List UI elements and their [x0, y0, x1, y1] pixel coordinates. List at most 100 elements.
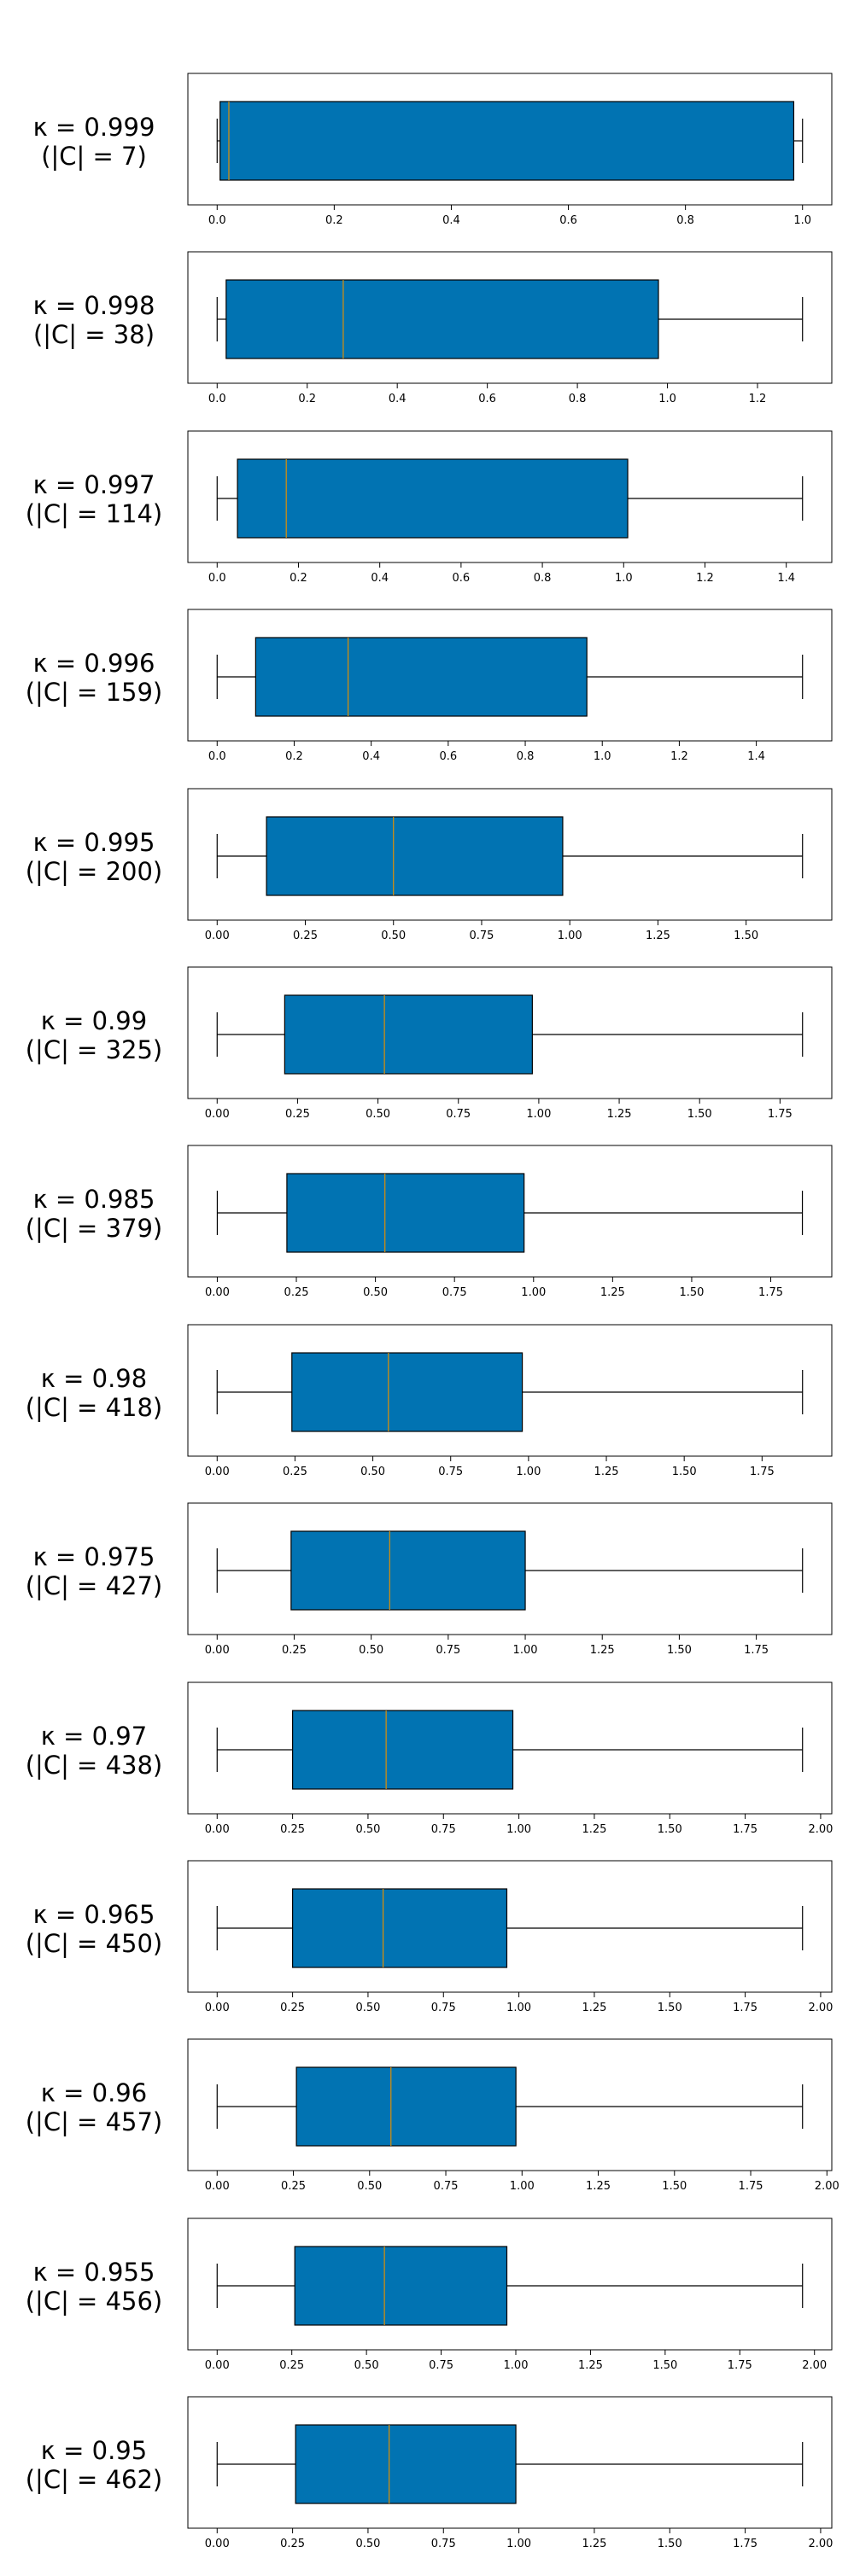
x-tick-label: 0.25 [293, 930, 318, 942]
axes-frame [187, 2218, 833, 2351]
x-tick-label: 1.00 [506, 2538, 531, 2550]
x-tick-label: 1.25 [582, 1823, 606, 1836]
row-label: κ = 0.998 (|C| = 38) [0, 252, 188, 388]
boxplot-svg: 0.0 0.2 0.4 0.6 0.8 1.0 1.2 [187, 251, 833, 405]
row-label: κ = 0.995 (|C| = 200) [0, 789, 188, 925]
cluster-count-label: (|C| = 438) [25, 1751, 163, 1780]
boxplot-panel: κ = 0.995 (|C| = 200) 0.00 0.25 0.50 0.75 1.00… [0, 788, 854, 968]
boxplot-panel: κ = 0.95 (|C| = 462) 0.00 0.25 0.50 0.75 1.00 1… [0, 2396, 854, 2576]
iqr-box [294, 2246, 508, 2326]
kappa-label: κ = 0.996 [32, 649, 155, 678]
x-tick-label: 0.2 [285, 750, 303, 763]
iqr-box [291, 1352, 524, 1432]
boxplot-svg: 0.00 0.25 0.50 0.75 1.00 1.25 1.50 1.75 2.00 [187, 1681, 833, 1836]
x-tick-label: 1.00 [526, 1108, 551, 1121]
x-tick-label: 1.75 [744, 1644, 769, 1657]
x-tick-label: 2.00 [802, 2359, 827, 2372]
iqr-box [290, 1530, 526, 1611]
cluster-count-label: (|C| = 462) [25, 2465, 163, 2494]
boxplot-panel: κ = 0.955 (|C| = 456) 0.00 0.25 0.50 0.75 1.00… [0, 2218, 854, 2398]
x-tick-label: 1.75 [768, 1108, 793, 1121]
x-tick-label: 1.75 [739, 2180, 763, 2193]
boxplot-panel: κ = 0.998 (|C| = 38) 0.0 0.2 0.4 0.6 0.8 1.0 1.2 [0, 251, 854, 431]
kappa-label: κ = 0.995 [32, 828, 155, 857]
cluster-count-label: (|C| = 200) [25, 857, 163, 886]
x-tick-label: 0.25 [284, 1286, 309, 1299]
axes-frame [187, 1324, 833, 1457]
x-tick-label: 0.50 [359, 1644, 383, 1657]
boxplot-panel: κ = 0.996 (|C| = 159) 0.0 0.2 0.4 0.6 0.8 1.0 1.… [0, 609, 854, 789]
x-tick-label: 0.25 [280, 2002, 305, 2014]
boxplot-panel: κ = 0.975 (|C| = 427) 0.00 0.25 0.50 0.75 1.00… [0, 1502, 854, 1682]
boxplot-panel: κ = 0.999 (|C| = 7) 0.0 0.2 0.4 0.6 0.8 1.0 [0, 73, 854, 253]
x-tick-label: 0.50 [366, 1108, 390, 1121]
x-tick-label: 1.50 [734, 930, 758, 942]
x-tick-label: 0.25 [279, 2359, 304, 2372]
row-label: κ = 0.97 (|C| = 438) [0, 1682, 188, 1819]
x-tick-label: 0.6 [478, 393, 496, 405]
axes-frame [187, 1502, 833, 1635]
x-tick-label: 1.00 [516, 1466, 541, 1478]
x-tick-label: 1.50 [658, 1823, 682, 1836]
x-tick-label: 0.00 [205, 1644, 230, 1657]
x-tick-label: 1.00 [504, 2359, 529, 2372]
kappa-label: κ = 0.96 [40, 2078, 148, 2107]
x-tick-label: 1.75 [733, 2538, 757, 2550]
x-tick-label: 0.50 [360, 1466, 385, 1478]
axes-frame [187, 1860, 833, 1993]
iqr-box [295, 2066, 517, 2147]
row-label: κ = 0.99 (|C| = 325) [0, 967, 188, 1104]
kappa-label: κ = 0.965 [32, 1900, 155, 1929]
cluster-count-label: (|C| = 418) [25, 1393, 163, 1422]
x-tick-label: 0.2 [290, 572, 307, 585]
x-tick-label: 1.75 [758, 1286, 783, 1299]
x-tick-label: 0.4 [389, 393, 407, 405]
x-tick-label: 0.6 [440, 750, 458, 763]
boxplot-svg: 0.00 0.25 0.50 0.75 1.00 1.25 1.50 1.75 2.00 [187, 2396, 833, 2550]
x-tick-label: 0.6 [453, 572, 471, 585]
row-label: κ = 0.997 (|C| = 114) [0, 431, 188, 568]
x-tick-label: 0.00 [205, 2359, 230, 2372]
cluster-count-label: (|C| = 379) [25, 1214, 163, 1243]
kappa-label: κ = 0.998 [32, 291, 155, 320]
boxplot-panel: κ = 0.98 (|C| = 418) 0.00 0.25 0.50 0.75 1.00 1… [0, 1324, 854, 1504]
x-tick-label: 0.50 [355, 1823, 380, 1836]
x-tick-label: 1.50 [652, 2359, 677, 2372]
x-tick-label: 1.00 [513, 1644, 538, 1657]
cluster-count-label: (|C| = 325) [25, 1035, 163, 1064]
boxplot-svg: 0.00 0.25 0.50 0.75 1.00 1.25 1.50 1.75 [187, 1145, 833, 1299]
x-tick-label: 1.0 [615, 572, 633, 585]
boxplot-panel: κ = 0.985 (|C| = 379) 0.00 0.25 0.50 0.75 1.00… [0, 1145, 854, 1325]
x-tick-label: 0.75 [438, 1466, 463, 1478]
kappa-label: κ = 0.95 [40, 2436, 148, 2465]
x-tick-label: 1.25 [578, 2359, 603, 2372]
x-tick-label: 1.50 [667, 1644, 692, 1657]
x-tick-label: 0.75 [446, 1108, 471, 1121]
x-tick-label: 0.8 [569, 393, 587, 405]
axes-frame [187, 251, 833, 384]
x-tick-label: 1.25 [590, 1644, 615, 1657]
iqr-box [292, 1888, 508, 1968]
x-tick-label: 1.0 [793, 214, 811, 227]
x-tick-label: 1.75 [750, 1466, 775, 1478]
x-tick-label: 0.0 [208, 572, 226, 585]
x-tick-label: 0.50 [357, 2180, 382, 2193]
x-tick-label: 0.6 [559, 214, 577, 227]
boxplot-svg: 0.00 0.25 0.50 0.75 1.00 1.25 1.50 1.75 2.00 [187, 2038, 839, 2193]
x-tick-label: 0.75 [431, 1823, 456, 1836]
x-tick-label: 0.00 [205, 1286, 230, 1299]
x-tick-label: 1.25 [607, 1108, 632, 1121]
x-tick-label: 0.4 [362, 750, 380, 763]
x-tick-label: 1.50 [679, 1286, 704, 1299]
x-tick-label: 2.00 [808, 1823, 833, 1836]
iqr-box [286, 1173, 525, 1253]
x-tick-label: 2.00 [808, 2538, 833, 2550]
x-tick-label: 2.00 [808, 2002, 833, 2014]
boxplot-svg: 0.00 0.25 0.50 0.75 1.00 1.25 1.50 1.75 2.00 [187, 2218, 833, 2372]
iqr-box [284, 994, 533, 1075]
x-tick-label: 1.25 [646, 930, 670, 942]
x-tick-label: 1.25 [582, 2538, 606, 2550]
x-tick-label: 0.25 [283, 1466, 307, 1478]
boxplot-panel: κ = 0.97 (|C| = 438) 0.00 0.25 0.50 0.75 1.00 1… [0, 1681, 854, 1862]
x-tick-label: 0.75 [429, 2359, 453, 2372]
